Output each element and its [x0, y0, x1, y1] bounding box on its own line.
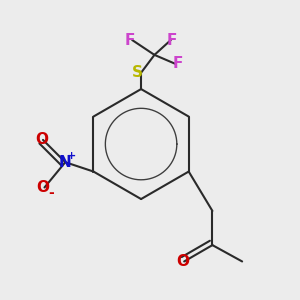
Text: +: +	[67, 151, 76, 161]
Text: N: N	[59, 155, 72, 170]
Text: S: S	[132, 65, 143, 80]
Text: F: F	[167, 32, 178, 47]
Text: O: O	[37, 180, 50, 195]
Text: F: F	[173, 56, 183, 71]
Text: O: O	[176, 254, 189, 269]
Text: -: -	[48, 186, 54, 200]
Text: F: F	[124, 32, 135, 47]
Text: O: O	[35, 132, 48, 147]
